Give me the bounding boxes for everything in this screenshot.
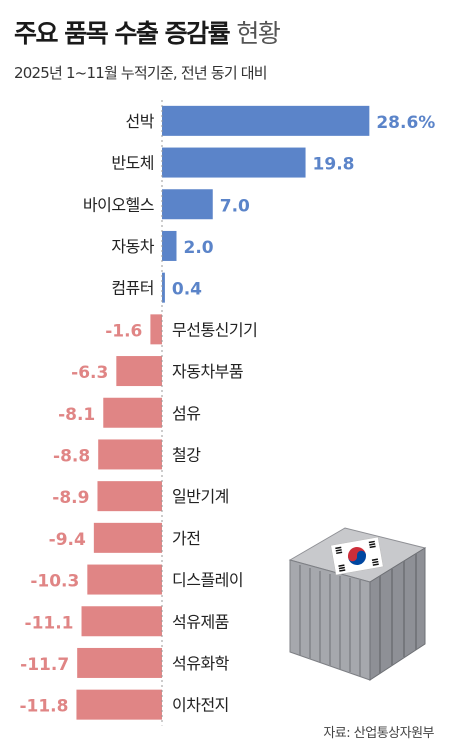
category-label: 가전	[172, 529, 200, 548]
category-label: 디스플레이	[172, 571, 243, 590]
bar-바이오헬스	[162, 189, 213, 220]
chart-title-bold: 주요 품목 수출 증감률	[14, 19, 231, 48]
category-label: 이차전지	[172, 696, 229, 715]
bar-반도체	[162, 147, 306, 178]
value-label: -10.3	[30, 572, 79, 592]
value-label: -11.1	[25, 613, 74, 633]
value-label: 0.4	[172, 280, 202, 300]
value-label: 19.8	[313, 155, 355, 175]
value-label: 28.6%	[376, 113, 435, 133]
value-label: -11.7	[20, 655, 69, 675]
value-label: -8.1	[58, 405, 95, 425]
bar-컴퓨터	[162, 272, 165, 303]
category-label: 무선통신기기	[172, 320, 257, 339]
bar-자동차	[162, 230, 177, 261]
value-label: -11.8	[19, 697, 68, 717]
value-label: -9.4	[49, 530, 86, 550]
category-label: 반도체	[111, 154, 154, 173]
bar-가전	[93, 522, 162, 553]
category-label: 섬유	[172, 404, 200, 423]
bar-철강	[98, 439, 162, 470]
chart-subtitle: 2025년 1~11월 누적기준, 전년 동기 대비	[14, 64, 268, 82]
bar-일반기계	[97, 481, 162, 512]
bar-선박	[162, 105, 370, 136]
value-label: -8.9	[52, 488, 89, 508]
value-label: 2.0	[184, 238, 214, 258]
value-label: 7.0	[220, 196, 250, 216]
category-label: 컴퓨터	[111, 279, 154, 298]
bar-석유화학	[77, 647, 162, 678]
source-note: 자료: 산업통상자원부	[323, 726, 434, 741]
value-label: -1.6	[105, 321, 142, 341]
category-label: 선박	[126, 112, 155, 131]
bar-자동차부품	[116, 356, 162, 387]
chart-title: 주요 품목 수출 증감률 현황	[14, 14, 281, 50]
bar-무선통신기기	[150, 314, 162, 345]
chart-title-light: 현황	[236, 19, 281, 48]
category-label: 철강	[172, 445, 201, 464]
shipping-container-icon	[288, 527, 427, 681]
value-label: -6.3	[71, 363, 108, 383]
bar-섬유	[103, 397, 162, 428]
category-label: 일반기계	[172, 487, 229, 506]
value-label: -8.8	[53, 446, 90, 466]
bar-디스플레이	[87, 564, 162, 595]
bar-group: 선박 28.6% 반도체 19.8 바이오헬스 7.0 자동차 2.0 컴퓨터 0.4 무선통신기기…	[19, 105, 435, 720]
category-label: 자동차부품	[172, 362, 243, 381]
bar-이차전지	[76, 689, 162, 720]
category-label: 석유제품	[172, 612, 229, 631]
category-label: 자동차	[111, 237, 154, 256]
bar-석유제품	[81, 606, 162, 637]
category-label: 석유화학	[172, 654, 230, 673]
category-label: 바이오헬스	[83, 195, 154, 214]
